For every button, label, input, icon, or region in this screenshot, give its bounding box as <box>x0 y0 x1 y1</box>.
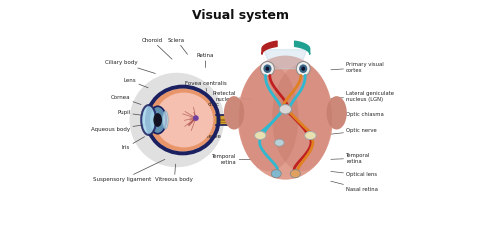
Ellipse shape <box>296 61 310 76</box>
Text: Suspensory ligament: Suspensory ligament <box>94 159 165 182</box>
Text: Optic nerve: Optic nerve <box>331 128 377 134</box>
Ellipse shape <box>149 106 166 134</box>
Text: Lateral geniculate
nucleus (LGN): Lateral geniculate nucleus (LGN) <box>331 91 394 102</box>
Ellipse shape <box>326 96 347 130</box>
Circle shape <box>194 116 198 120</box>
Ellipse shape <box>224 96 244 130</box>
Ellipse shape <box>254 132 266 140</box>
Text: Pupil: Pupil <box>117 110 142 115</box>
Text: Pretectal
nucleus: Pretectal nucleus <box>213 91 252 102</box>
Ellipse shape <box>301 66 305 71</box>
Text: Sclera: Sclera <box>168 38 188 54</box>
Text: Primary visual
cortex: Primary visual cortex <box>331 62 384 73</box>
Text: Vitreous body: Vitreous body <box>156 164 193 182</box>
Text: Visual system: Visual system <box>192 9 288 22</box>
Text: Iris: Iris <box>122 137 144 150</box>
Text: Lens: Lens <box>123 78 148 88</box>
Text: Nasal retina: Nasal retina <box>331 181 378 192</box>
Ellipse shape <box>149 90 216 150</box>
Ellipse shape <box>162 111 168 129</box>
Text: Choroid: Choroid <box>141 38 172 59</box>
Text: Optical lens: Optical lens <box>331 171 377 177</box>
FancyBboxPatch shape <box>216 115 234 125</box>
Ellipse shape <box>275 139 284 146</box>
Ellipse shape <box>305 132 316 140</box>
Ellipse shape <box>238 56 333 180</box>
Text: Optic chiasma: Optic chiasma <box>331 112 384 117</box>
Text: Optic disc: Optic disc <box>192 102 219 109</box>
Text: Retina: Retina <box>197 53 214 67</box>
Polygon shape <box>264 50 307 69</box>
Text: Aqueous body: Aqueous body <box>91 125 144 132</box>
Ellipse shape <box>261 61 275 76</box>
Text: Ciliary body: Ciliary body <box>105 60 156 73</box>
Ellipse shape <box>141 105 156 135</box>
Ellipse shape <box>299 64 307 73</box>
Ellipse shape <box>271 170 281 178</box>
Text: Temporal
retina: Temporal retina <box>331 153 371 164</box>
Circle shape <box>130 73 223 167</box>
Ellipse shape <box>265 66 269 71</box>
Ellipse shape <box>272 64 332 171</box>
Text: Cornea: Cornea <box>110 95 141 104</box>
Text: Temporal
retina: Temporal retina <box>212 154 252 165</box>
Ellipse shape <box>147 87 218 153</box>
Ellipse shape <box>279 104 291 114</box>
Ellipse shape <box>264 64 272 73</box>
Ellipse shape <box>239 64 299 171</box>
Ellipse shape <box>156 93 213 147</box>
Ellipse shape <box>290 170 300 178</box>
Ellipse shape <box>154 114 161 126</box>
Text: Fovea centralis: Fovea centralis <box>184 80 226 91</box>
Text: Optic nerve: Optic nerve <box>190 131 221 139</box>
